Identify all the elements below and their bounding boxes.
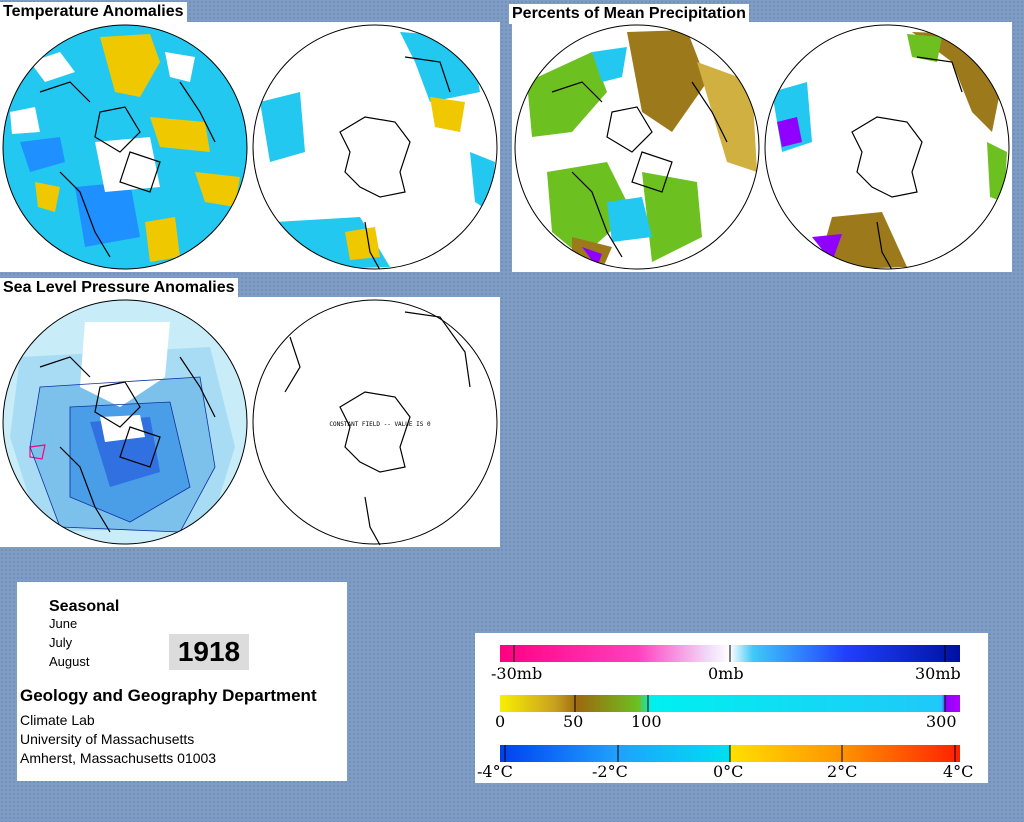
precipitation-legend-label: 300 <box>926 712 957 731</box>
pressure-legend-label: -30mb <box>491 664 542 683</box>
temperature-legend-label: 2°C <box>827 762 857 781</box>
season-label: Seasonal <box>49 598 120 615</box>
address-line: University of Massachusetts <box>20 731 195 747</box>
temperature-legend-label: 4°C <box>943 762 973 781</box>
temperature-panel-title: Temperature Anomalies <box>0 2 187 22</box>
precipitation-legend-bar <box>500 695 960 712</box>
year-label: 1918 <box>169 634 249 670</box>
precipitation-legend-label: 50 <box>563 712 583 731</box>
pressure-legend-label: 30mb <box>915 664 961 683</box>
month-august: August <box>49 654 90 669</box>
temperature-southern-hemisphere-map <box>253 25 497 269</box>
temperature-legend: -4°C -2°C 0°C 2°C 4°C <box>477 745 973 781</box>
precipitation-northern-hemisphere-map <box>515 25 759 269</box>
pressure-constant-field-note: CONSTANT FIELD -- VALUE IS 0 <box>329 421 431 428</box>
temperature-legend-label: 0°C <box>713 762 743 781</box>
month-july: July <box>49 635 73 650</box>
precipitation-map-panel <box>512 22 1012 272</box>
pressure-legend: -30mb 0mb 30mb <box>491 645 961 683</box>
pressure-southern-hemisphere-map: CONSTANT FIELD -- VALUE IS 0 <box>284 311 471 546</box>
temperature-legend-label: -2°C <box>592 762 628 781</box>
precipitation-legend: 0 50 100 300 <box>495 695 960 731</box>
pressure-panel-title: Sea Level Pressure Anomalies <box>0 278 238 298</box>
precipitation-panel-title: Percents of Mean Precipitation <box>509 4 749 24</box>
legend-box: -30mb 0mb 30mb 0 50 100 300 -4°C -2°C 0°… <box>475 633 988 783</box>
temperature-northern-hemisphere-map <box>3 25 247 269</box>
pressure-legend-label: 0mb <box>708 664 744 683</box>
address-line: Amherst, Massachusetts 01003 <box>20 750 217 766</box>
info-box: Seasonal June July August 1918 Geology a… <box>17 582 347 781</box>
pressure-map-panel: CONSTANT FIELD -- VALUE IS 0 <box>0 297 500 547</box>
precipitation-legend-label: 100 <box>631 712 662 731</box>
address-line: Climate Lab <box>20 712 95 728</box>
temperature-map-panel <box>0 22 500 272</box>
precipitation-legend-label: 0 <box>495 712 505 731</box>
precipitation-southern-hemisphere-map <box>765 25 1009 269</box>
pressure-northern-hemisphere-map <box>3 300 247 544</box>
department-name: Geology and Geography Department <box>20 686 317 705</box>
month-june: June <box>49 616 78 631</box>
temperature-legend-label: -4°C <box>477 762 513 781</box>
